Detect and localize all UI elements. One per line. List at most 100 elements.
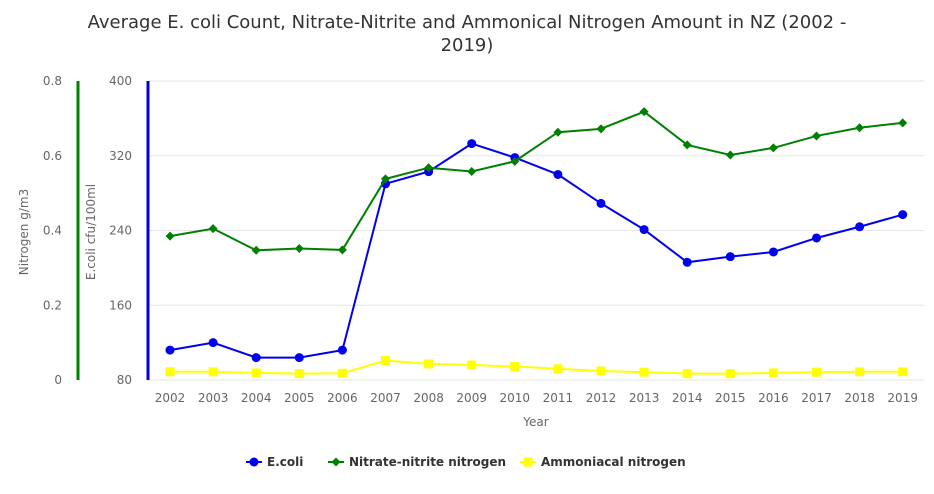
series-line: [169, 110, 903, 252]
series-e-coli: [165, 139, 908, 363]
series-line: [169, 142, 903, 359]
legend: E.coli Nitrate-nitrite nitrogen Ammoniacal…: [246, 455, 686, 469]
data-point: [165, 231, 175, 241]
tick-labels: 0 80 0.2 160 0.4 240 0.6 320 0.8 400 2002 2003 2004 2…: [43, 74, 918, 405]
data-point: [812, 367, 821, 377]
data-point: [294, 353, 304, 363]
ecoli-tick-label: 80: [117, 373, 132, 387]
x-tick-label: 2013: [629, 391, 660, 405]
data-point: [639, 367, 649, 377]
series: [165, 107, 908, 379]
data-point: [596, 198, 606, 208]
data-point: [165, 345, 175, 355]
ecoli-tick-label: 240: [109, 224, 132, 238]
data-point: [812, 131, 821, 141]
data-point: [725, 150, 735, 160]
data-point: [768, 143, 778, 153]
x-tick-label: 2014: [672, 391, 703, 405]
data-point: [381, 356, 390, 366]
legend-label: E.coli: [267, 455, 303, 469]
data-point: [337, 245, 347, 255]
chart-title-line1: Average E. coli Count, Nitrate-Nitrite a…: [88, 12, 847, 33]
nitrogen-axis-title: Nitrogen g/m3: [17, 189, 31, 275]
x-tick-label: 2017: [801, 391, 832, 405]
data-point: [855, 222, 865, 232]
data-point: [553, 127, 563, 137]
data-point: [208, 224, 218, 234]
data-point: [768, 247, 778, 257]
series-line: [170, 359, 903, 375]
nitrogen-tick-label: 0.8: [43, 74, 62, 88]
data-point: [768, 368, 778, 378]
ecoli-tick-label: 320: [109, 149, 132, 163]
legend-item: Ammoniacal nitrogen: [520, 455, 686, 469]
nitrogen-tick-label: 0.6: [43, 149, 62, 163]
axes: Nitrogen g/m3 E.coli cfu/100ml Year: [17, 81, 549, 429]
data-point: [251, 353, 261, 363]
data-point: [467, 166, 477, 176]
nitrogen-tick-label: 0.2: [43, 298, 62, 312]
x-tick-label: 2011: [543, 391, 574, 405]
data-point: [251, 368, 261, 378]
data-point: [208, 367, 218, 377]
data-point: [424, 163, 434, 173]
data-point: [725, 252, 735, 262]
data-point: [596, 366, 606, 376]
data-point: [898, 210, 908, 220]
nitrogen-tick-label: 0: [54, 373, 62, 387]
chart-title-line2: 2019): [441, 35, 494, 56]
data-point: [639, 225, 649, 235]
data-point: [249, 457, 259, 467]
data-point: [510, 362, 520, 372]
data-point: [331, 457, 341, 467]
data-point: [381, 174, 390, 184]
data-point: [553, 364, 563, 374]
data-point: [337, 368, 347, 378]
x-tick-label: 2005: [284, 391, 315, 405]
series-ammoniacal-nitrogen: [165, 356, 908, 379]
data-point: [855, 123, 865, 133]
data-point: [682, 140, 692, 150]
data-point: [208, 338, 218, 348]
data-point: [725, 369, 735, 379]
x-tick-label: 2009: [456, 391, 487, 405]
data-point: [639, 107, 649, 117]
data-point: [467, 360, 477, 370]
legend-item: E.coli: [246, 455, 303, 469]
data-point: [424, 359, 434, 369]
ecoli-axis-title: E.coli cfu/100ml: [84, 184, 98, 280]
data-point: [523, 457, 533, 467]
data-point: [682, 257, 692, 267]
data-point: [553, 169, 563, 179]
ecoli-tick-label: 160: [109, 298, 132, 312]
x-axis-title: Year: [522, 415, 548, 429]
data-point: [510, 156, 520, 166]
x-tick-label: 2003: [198, 391, 229, 405]
data-point: [337, 345, 347, 355]
data-point: [251, 245, 261, 255]
x-tick-label: 2006: [327, 391, 358, 405]
x-tick-label: 2008: [413, 391, 444, 405]
x-tick-label: 2012: [586, 391, 617, 405]
data-point: [898, 118, 908, 128]
data-point: [682, 369, 692, 379]
data-point: [294, 243, 304, 253]
x-tick-label: 2010: [500, 391, 531, 405]
x-tick-label: 2016: [758, 391, 789, 405]
series-nitrate-nitrite-nitrogen: [165, 107, 908, 255]
data-point: [898, 367, 908, 377]
x-tick-label: 2018: [844, 391, 875, 405]
nitrogen-tick-label: 0.4: [43, 224, 62, 238]
legend-item: Nitrate-nitrite nitrogen: [328, 455, 506, 469]
x-tick-label: 2002: [155, 391, 186, 405]
data-point: [855, 367, 865, 377]
x-tick-label: 2019: [887, 391, 918, 405]
x-tick-label: 2015: [715, 391, 746, 405]
x-tick-label: 2007: [370, 391, 401, 405]
x-tick-label: 2004: [241, 391, 272, 405]
ecoli-tick-label: 400: [109, 74, 132, 88]
data-point: [812, 233, 821, 243]
data-point: [165, 367, 175, 377]
chart-title: Average E. coli Count, Nitrate-Nitrite a…: [88, 12, 847, 56]
